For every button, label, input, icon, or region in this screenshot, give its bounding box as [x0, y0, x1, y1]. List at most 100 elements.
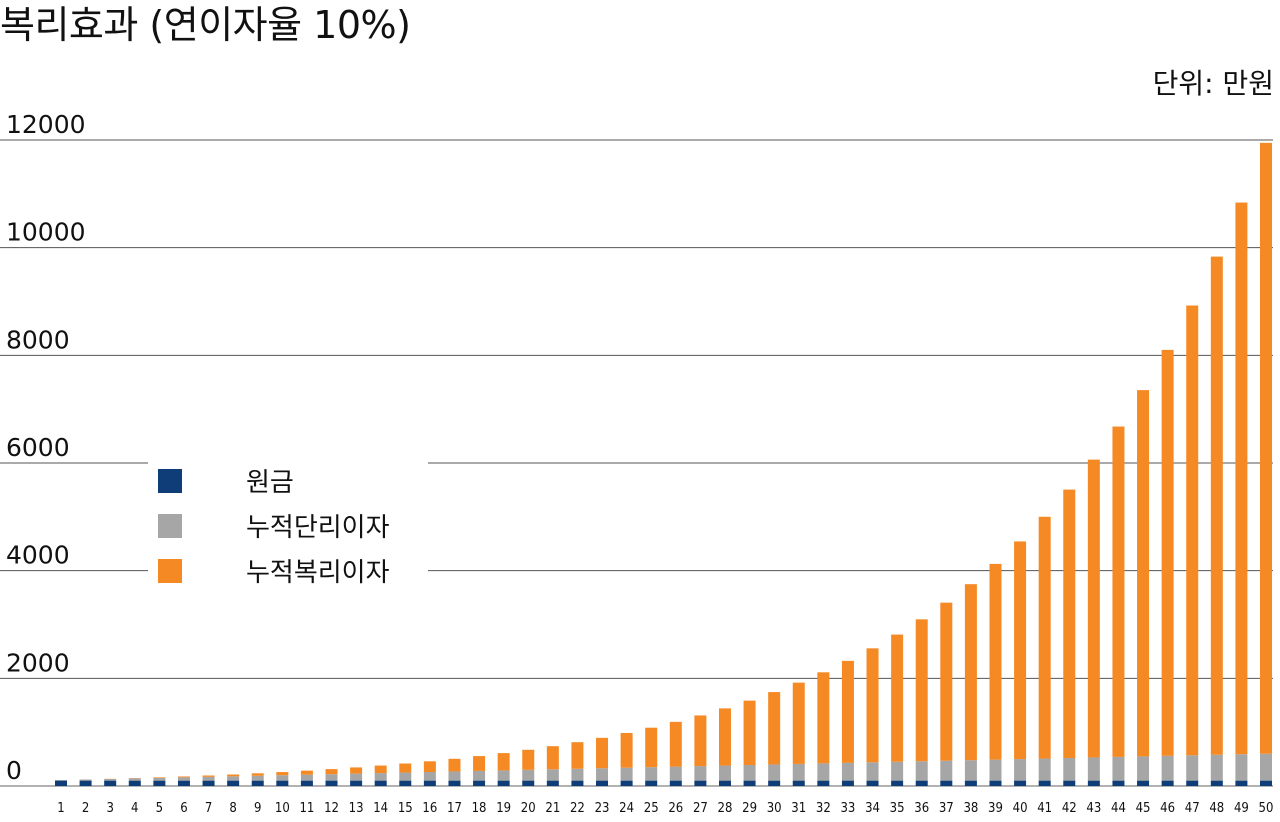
x-tick-label: 7 [205, 801, 212, 816]
bar-segment-compound-interest [596, 737, 609, 769]
bar-segment-simple-interest [227, 776, 240, 781]
bar-segment-compound-interest [153, 777, 166, 778]
x-tick-label: 15 [398, 801, 413, 816]
x-tick-label: 30 [767, 801, 782, 816]
bar-segment-compound-interest [1038, 516, 1051, 759]
bar-segment-principal [202, 780, 215, 786]
bar-segment-simple-interest [768, 764, 781, 781]
y-axis-labels: 0 2000 4000 6000 8000 10000 12000 [6, 110, 86, 785]
x-tick-label: 25 [644, 801, 659, 816]
bar-segment-compound-interest [325, 769, 338, 775]
bar-segment-principal [1137, 780, 1150, 786]
bar-segment-principal [448, 780, 461, 786]
bar-segment-principal [1235, 780, 1248, 786]
bar-segment-compound-interest [1210, 256, 1223, 755]
x-tick-label: 36 [914, 801, 929, 816]
bar-segment-principal [694, 780, 707, 786]
bar-segment-compound-interest [940, 602, 953, 761]
bar-segment-principal [645, 780, 658, 786]
bar-segment-principal [1087, 780, 1100, 786]
bar-segment-simple-interest [448, 771, 461, 781]
x-tick-label: 41 [1037, 801, 1052, 816]
bar-segment-principal [374, 780, 387, 786]
bar-segment-simple-interest [1210, 754, 1223, 781]
bar-segment-compound-interest [423, 761, 436, 773]
bar-segment-compound-interest [251, 773, 264, 776]
x-tick-label: 47 [1185, 801, 1200, 816]
bar-segment-simple-interest [964, 760, 977, 781]
x-tick-label: 50 [1259, 801, 1274, 816]
bar-segment-compound-interest [1137, 390, 1150, 757]
x-tick-label: 3 [106, 801, 113, 816]
bar-segment-compound-interest [1235, 202, 1248, 755]
bar-segment-principal [1210, 780, 1223, 786]
legend: 원금 누적단리이자 누적복리이자 [148, 452, 428, 599]
x-tick-label: 46 [1160, 801, 1175, 816]
x-tick-label: 21 [545, 801, 560, 816]
x-tick-label: 12 [324, 801, 339, 816]
y-tick-label: 6000 [6, 433, 70, 462]
bar-segment-simple-interest [792, 763, 805, 781]
bar-segment-simple-interest [940, 760, 953, 781]
bar-segment-simple-interest [1112, 756, 1125, 781]
bar-segment-principal [841, 780, 854, 786]
legend-item-simple-interest: 누적단리이자 [148, 503, 428, 548]
x-tick-label: 10 [275, 801, 290, 816]
bar-segment-principal [596, 780, 609, 786]
legend-swatch-principal [158, 468, 182, 493]
bar-segment-principal [79, 780, 92, 786]
bar-segment-principal [522, 780, 535, 786]
bar-segment-simple-interest [989, 759, 1002, 781]
bar-segment-compound-interest [399, 763, 412, 773]
bar-segment-simple-interest [817, 763, 830, 781]
y-tick-label: 8000 [6, 325, 70, 354]
bar-segment-compound-interest [1186, 305, 1199, 756]
chart-title: 복리효과 (연이자율 10%) [0, 3, 411, 47]
bar-segment-compound-interest [1260, 142, 1272, 754]
bar-segment-principal [399, 780, 412, 786]
bar-segment-simple-interest [1260, 753, 1272, 781]
x-tick-label: 49 [1234, 801, 1249, 816]
bar-segment-principal [940, 780, 953, 786]
x-tick-label: 6 [180, 801, 187, 816]
bar-segment-simple-interest [1161, 755, 1174, 781]
bar-segment-principal [128, 780, 141, 786]
bar-segment-compound-interest [743, 700, 756, 766]
bar-segment-principal [153, 780, 166, 786]
bar-segment-compound-interest [276, 772, 289, 776]
bar-segment-principal [866, 780, 879, 786]
bar-segment-principal [915, 780, 928, 786]
bar-segment-compound-interest [300, 770, 313, 775]
bar-segment-principal [300, 780, 313, 786]
y-tick-label: 4000 [6, 541, 70, 570]
x-tick-label: 1 [57, 801, 64, 816]
bar-segment-principal [1038, 780, 1051, 786]
bar-segment-principal [718, 780, 731, 786]
legend-label-principal: 원금 [246, 468, 294, 498]
bar-segment-simple-interest [350, 773, 363, 781]
x-tick-label: 8 [229, 801, 236, 816]
bar-segment-compound-interest [718, 708, 731, 766]
bar-segment-principal [546, 780, 559, 786]
bar-segment-compound-interest [792, 682, 805, 764]
bar-segment-simple-interest [1063, 758, 1076, 781]
bar-segment-simple-interest [571, 768, 584, 781]
bar-segment-compound-interest [473, 756, 486, 771]
bar-segment-principal [55, 780, 67, 786]
legend-item-compound-interest: 누적복리이자 [148, 548, 428, 593]
bar-segment-simple-interest [1014, 759, 1027, 781]
bar-segment-simple-interest [202, 776, 215, 781]
bar-segment-simple-interest [251, 775, 264, 781]
bar-segment-compound-interest [571, 742, 584, 769]
x-tick-label: 35 [890, 801, 905, 816]
bars [55, 142, 1272, 786]
x-tick-label: 4 [131, 801, 138, 816]
bar-segment-simple-interest [891, 761, 904, 781]
bar-segment-simple-interest [423, 772, 436, 781]
bar-segment-compound-interest [817, 672, 830, 764]
x-tick-label: 23 [595, 801, 610, 816]
bar-segment-simple-interest [177, 777, 190, 781]
y-tick-label: 10000 [6, 218, 86, 247]
bar-segment-compound-interest [1014, 541, 1027, 760]
bar-segment-compound-interest [841, 660, 854, 763]
